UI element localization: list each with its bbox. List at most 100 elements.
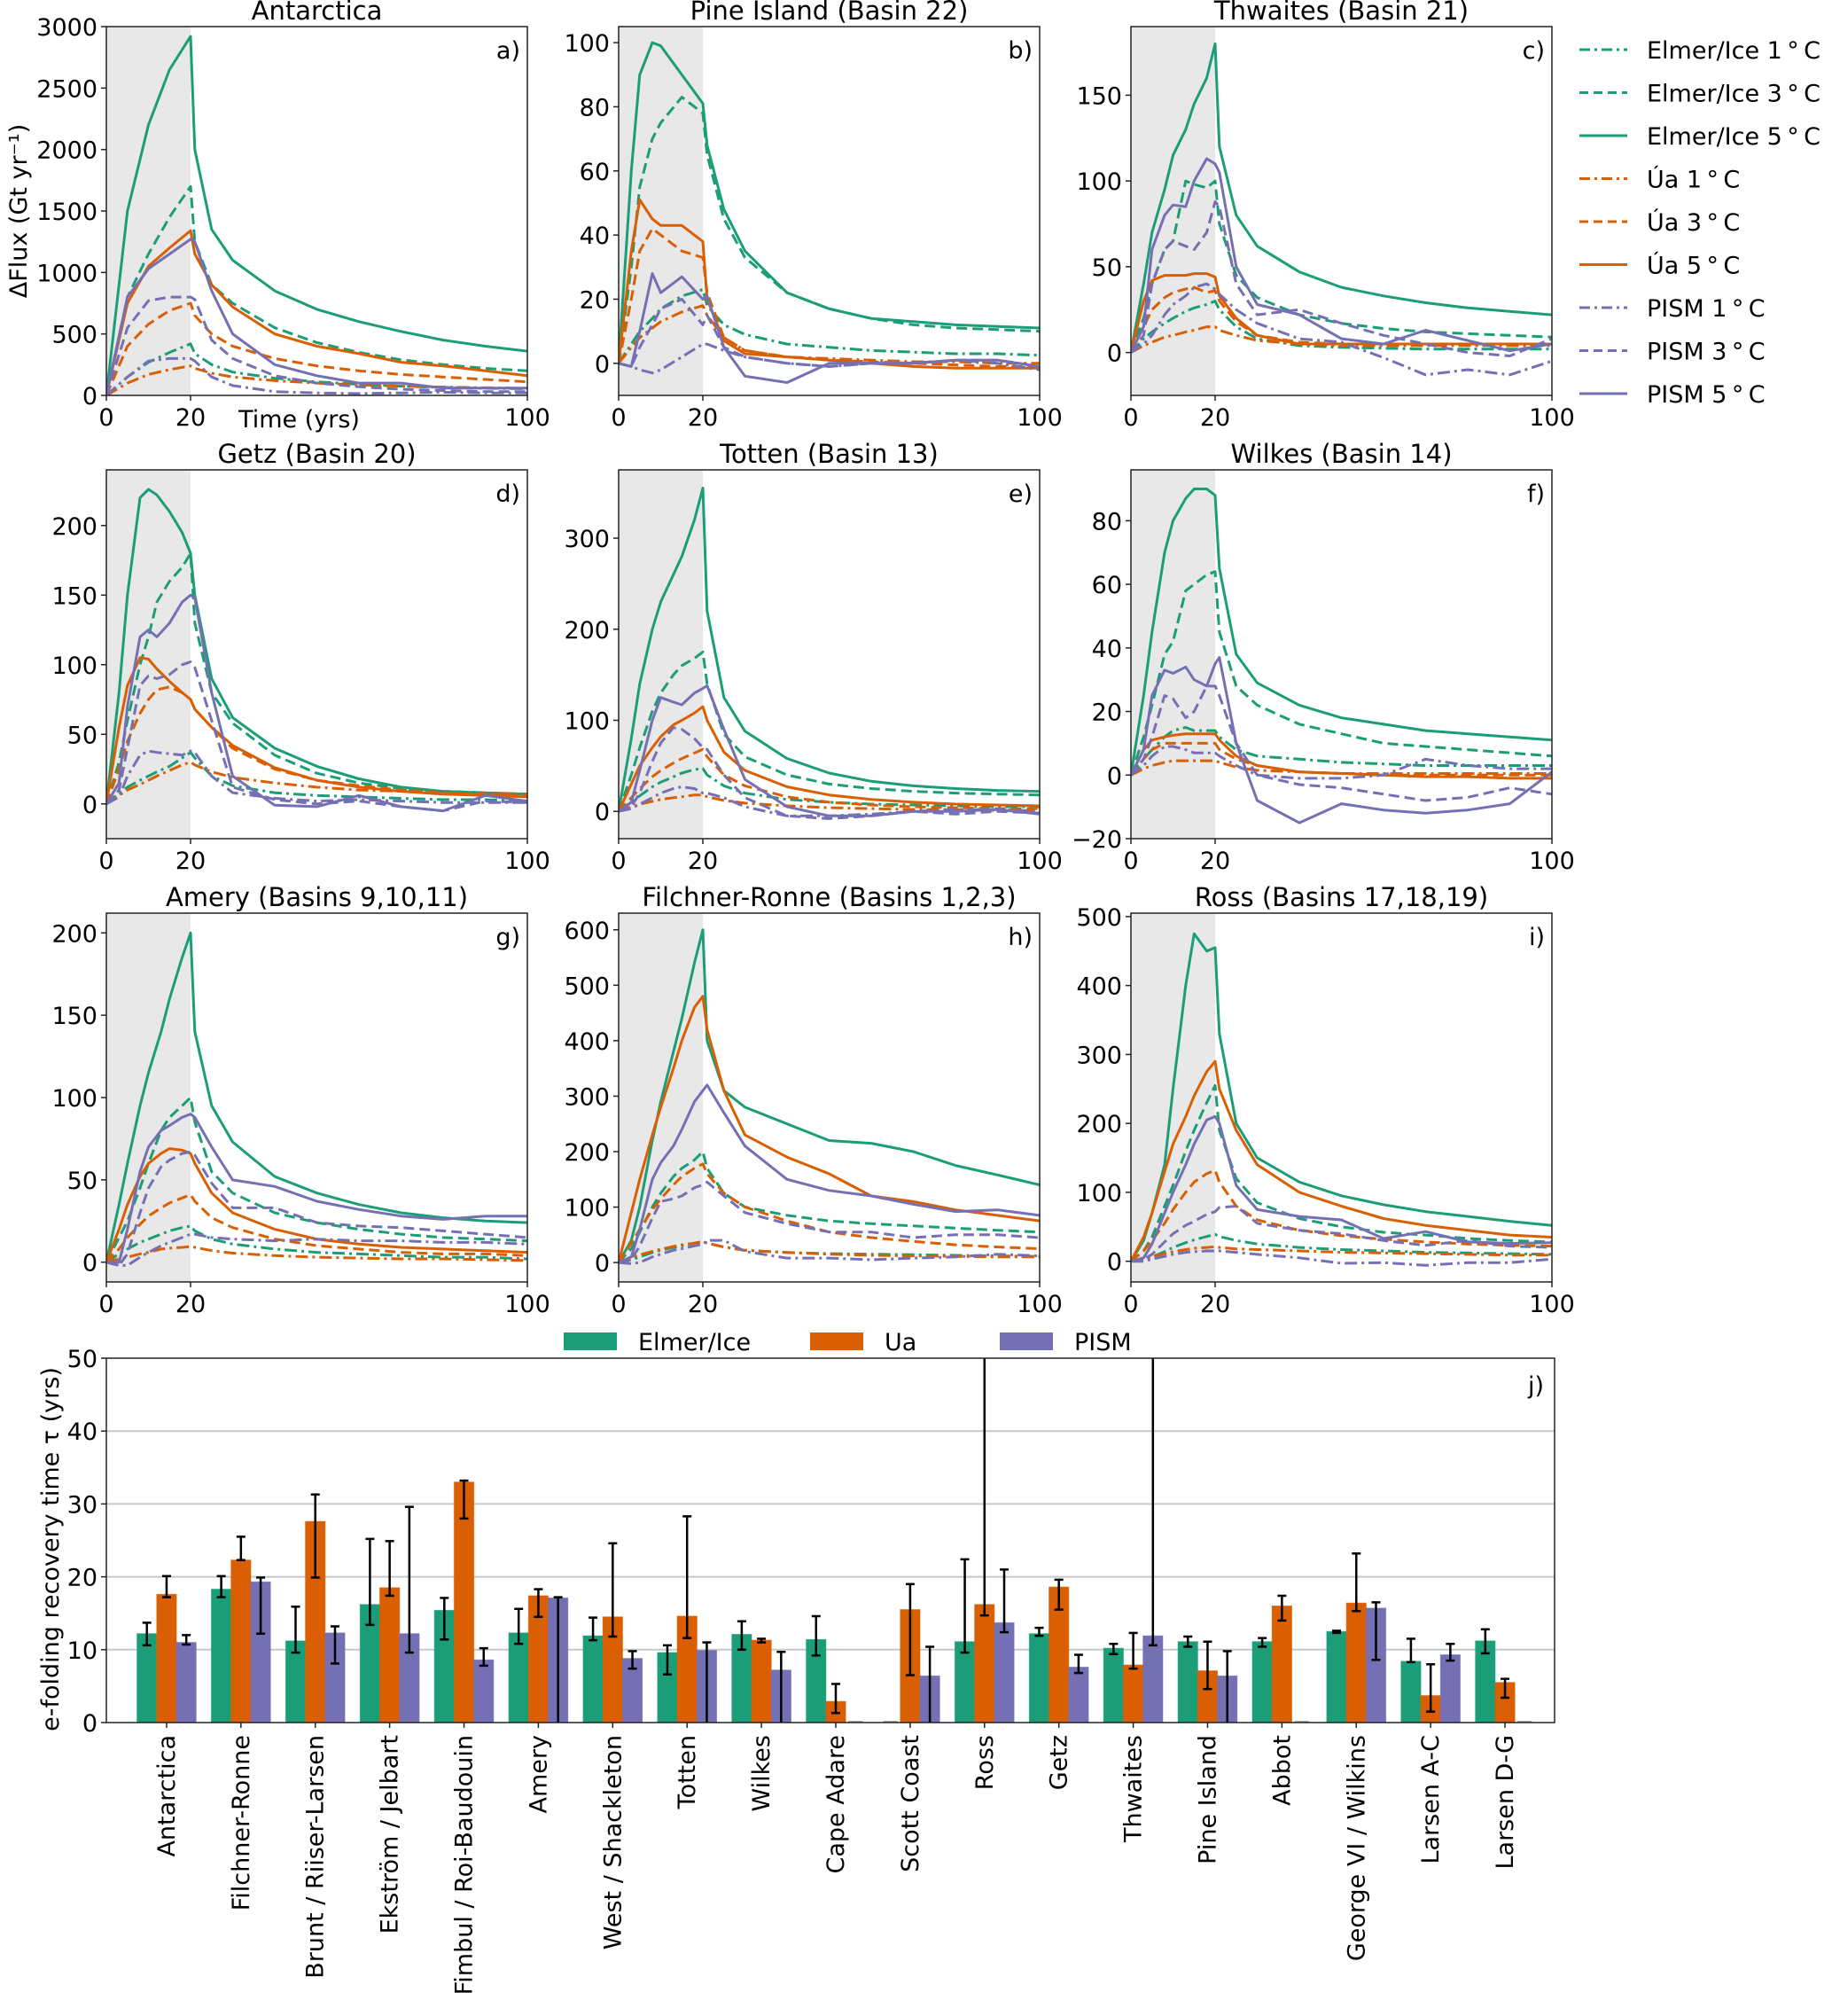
y-tick-label: 600 — [564, 918, 610, 945]
panel-title: Amery (Basins 9,10,11) — [166, 882, 468, 912]
y-tick-label: 50 — [67, 1346, 97, 1373]
series-line — [619, 96, 1040, 363]
y-tick-label: 150 — [51, 1003, 97, 1030]
category-label: George VI / Wilkins — [1343, 1735, 1370, 1961]
legend-label: Úa 3 ° C — [1647, 208, 1740, 237]
series-line — [1131, 1245, 1552, 1263]
x-tick-label: 0 — [611, 1291, 626, 1318]
series-line — [106, 301, 527, 395]
x-tick-label: 20 — [688, 848, 718, 875]
y-tick-label: 0 — [82, 792, 97, 819]
series-line — [106, 1245, 527, 1264]
series-line — [1131, 1114, 1552, 1263]
bar-group: Amery — [508, 1588, 569, 1813]
series-line — [106, 1150, 527, 1267]
bar-group: Getz — [1028, 1578, 1089, 1790]
x-tick-label: 100 — [504, 1291, 550, 1318]
category-label: Larsen A-C — [1417, 1735, 1445, 1864]
y-tick-label: 150 — [1076, 82, 1122, 110]
category-label: Scott Coast — [897, 1735, 924, 1872]
y-tick-label: 2000 — [36, 137, 97, 165]
panel-label: a) — [496, 37, 520, 65]
y-tick-label: 500 — [564, 973, 610, 1000]
y-tick-label: 300 — [1076, 1042, 1122, 1069]
legend-item: PISM 5 ° C — [1579, 381, 1766, 409]
panel-label: d) — [495, 481, 520, 508]
y-tick-label: 0 — [1107, 1249, 1122, 1277]
legend-label: Elmer/Ice 5 ° C — [1647, 123, 1820, 151]
series-line — [1131, 1249, 1552, 1267]
x-tick-label: 100 — [1017, 404, 1063, 432]
y-tick-label: 1500 — [36, 199, 97, 226]
y-tick-label: 100 — [1076, 168, 1122, 196]
x-tick-label: 0 — [611, 848, 626, 875]
series-line — [106, 1224, 527, 1263]
panel-label: c) — [1523, 37, 1545, 65]
x-tick-label: 0 — [611, 404, 626, 432]
panel-title: Antarctica — [252, 0, 383, 26]
series-line — [1131, 285, 1552, 354]
series-line — [619, 928, 1040, 1263]
legend-label: Elmer/Ice — [638, 1329, 751, 1356]
panel-title: Filchner-Ronne (Basins 1,2,3) — [642, 882, 1016, 912]
y-tick-label: 400 — [564, 1028, 610, 1056]
series-line — [106, 229, 527, 395]
bar-ua — [156, 1593, 177, 1723]
x-tick-label: 100 — [1529, 1291, 1575, 1318]
y-tick-label: 400 — [1076, 973, 1122, 1001]
category-label: Cape Adare — [822, 1735, 850, 1874]
series-line — [1131, 157, 1552, 354]
y-tick-label: 200 — [51, 920, 97, 948]
x-tick-label: 100 — [1017, 1291, 1063, 1318]
series-line — [1131, 570, 1552, 776]
legend-item: Úa 1 ° C — [1579, 166, 1740, 194]
y-tick-label: 100 — [564, 1195, 610, 1223]
x-tick-label: 100 — [504, 404, 550, 432]
series-line — [106, 35, 527, 395]
y-tick-label: 50 — [67, 1168, 97, 1195]
panel-title: Totten (Basin 13) — [719, 439, 939, 469]
panel-b: Pine Island (Basin 22) b) 0 20 100 0 20 40 60 80 1… — [564, 0, 1062, 432]
series-line — [106, 488, 527, 804]
category-label: Amery — [525, 1735, 552, 1813]
panel-title: Thwaites (Basin 21) — [1213, 0, 1469, 26]
series-line — [619, 1180, 1040, 1264]
x-tick-label: 0 — [1123, 848, 1138, 875]
category-label: Thwaites — [1120, 1735, 1148, 1843]
y-tick-label: 100 — [564, 30, 610, 58]
series-line — [619, 995, 1040, 1263]
x-tick-label: 100 — [1529, 848, 1575, 875]
series-line — [1131, 656, 1552, 824]
y-tick-label: 50 — [1092, 254, 1122, 282]
bar-pism — [473, 1659, 495, 1723]
bar-elmer — [136, 1633, 158, 1723]
bar-elmer — [1103, 1647, 1124, 1723]
category-label: Filchner-Ronne — [228, 1735, 255, 1911]
bar-group: Ekström / Jelbart — [359, 1505, 420, 1934]
axes-frame — [618, 26, 1041, 396]
bar-group: Larsen D-G — [1475, 1628, 1532, 1870]
legend-label: PISM 1 ° C — [1647, 295, 1766, 323]
forcing-period-shade — [1131, 470, 1215, 839]
y-tick-label: 0 — [1107, 762, 1122, 790]
y-tick-label: 200 — [564, 1139, 610, 1167]
series-line — [619, 227, 1040, 368]
axes-frame — [1130, 26, 1553, 396]
bar-elmer — [1028, 1633, 1050, 1723]
series-line — [1131, 1205, 1552, 1263]
y-tick-label: 80 — [1092, 508, 1122, 535]
bar-group: Pine Island — [1177, 1635, 1238, 1864]
x-tick-label: 20 — [1200, 404, 1230, 432]
series-line — [1131, 759, 1552, 777]
axes-frame — [1130, 469, 1553, 840]
y-tick-label: −20 — [1072, 826, 1122, 854]
series-line — [1131, 1168, 1552, 1262]
bar-group: Totten — [657, 1515, 718, 1809]
y-tick-label: 20 — [67, 1565, 97, 1592]
series-line — [106, 931, 527, 1263]
y-tick-label: 300 — [564, 526, 610, 553]
panel-title: Wilkes (Basin 14) — [1230, 439, 1452, 469]
series-line — [1131, 741, 1552, 777]
